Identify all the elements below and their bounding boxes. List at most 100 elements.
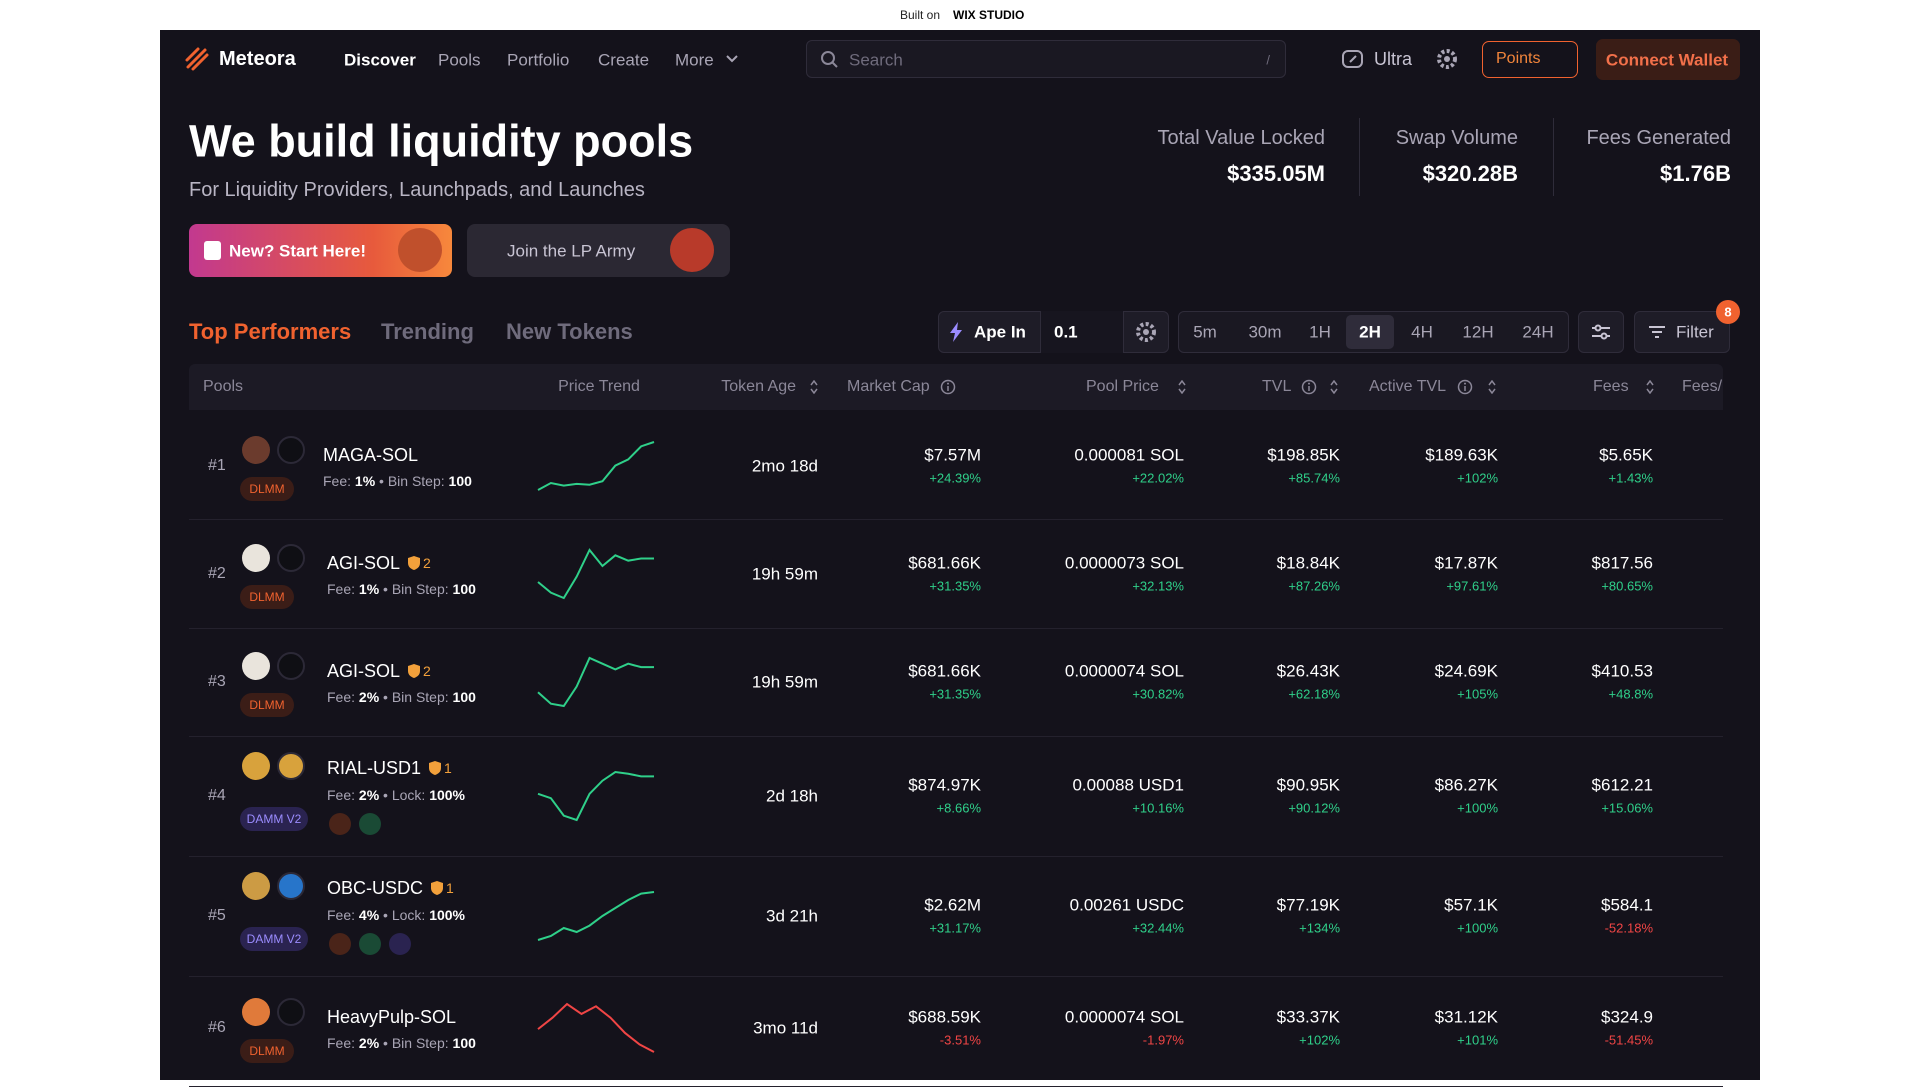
tvl: $198.85K: [1267, 445, 1340, 465]
columns-button[interactable]: [1578, 311, 1624, 353]
token-icon: [242, 752, 270, 780]
fee-part: Lock:: [391, 907, 426, 923]
pool-type-tag: [240, 807, 308, 831]
fee-line: Fee: 4% • Lock: 100%: [327, 907, 465, 923]
fee-part: 100: [452, 580, 476, 597]
nav-link[interactable]: Discover: [344, 50, 416, 70]
pool-name[interactable]: AGI-SOL: [327, 552, 401, 573]
column-header[interactable]: Pool Price: [1086, 378, 1159, 395]
tvl-change: +90.12%: [1288, 800, 1340, 816]
column-header[interactable]: Fees/: [1682, 378, 1723, 395]
fee-line: Fee: 1% • Bin Step: 100: [327, 580, 476, 597]
column-header[interactable]: Active TVL: [1369, 378, 1447, 395]
timeframe[interactable]: 1H: [1309, 322, 1331, 342]
market-cap-change: +31.35%: [929, 686, 981, 702]
pool-name[interactable]: MAGA-SOL: [323, 445, 419, 465]
tvl-change: +87.26%: [1288, 578, 1340, 593]
rank: #6: [208, 1019, 226, 1036]
search-placeholder: Search: [849, 50, 903, 70]
timeframe[interactable]: 5m: [1193, 322, 1217, 342]
tvl: $77.19K: [1276, 895, 1340, 915]
brand[interactable]: Meteora: [219, 48, 296, 70]
pool-name[interactable]: RIAL-USD1: [327, 758, 422, 778]
price: 0.00261 USDC: [1069, 895, 1184, 915]
fee-part: Fee:: [327, 907, 356, 923]
nav-link[interactable]: Pools: [438, 50, 481, 70]
column-header[interactable]: Market Cap: [847, 378, 930, 395]
ultra[interactable]: Ultra: [1374, 49, 1413, 69]
pool-type-tag: [240, 693, 294, 717]
stat-value: $320.28B: [1422, 161, 1518, 186]
market-cap: $688.59K: [908, 1007, 981, 1027]
filter-button[interactable]: [1634, 311, 1730, 353]
pool-name[interactable]: HeavyPulp-SOL: [327, 1007, 457, 1027]
bolt-icon: [950, 322, 962, 342]
token-icon: [277, 872, 305, 900]
filter-icon: [1649, 326, 1665, 338]
pool-name[interactable]: AGI-SOL: [327, 661, 401, 681]
search-box[interactable]: [806, 40, 1286, 78]
search-icon: [821, 51, 838, 68]
column-header: Price Trend: [558, 378, 640, 395]
trend-line: [537, 1002, 655, 1053]
timeframe[interactable]: 24H: [1522, 322, 1554, 342]
fee-line: Fee: 1% • Bin Step: 100: [323, 473, 472, 489]
token-icon: [242, 998, 270, 1026]
price-trend: [537, 891, 655, 941]
start-mascot: [398, 228, 442, 272]
active-tvl-change: +100%: [1457, 920, 1498, 936]
column-header[interactable]: TVL: [1262, 378, 1292, 395]
timeframe[interactable]: 4H: [1411, 322, 1433, 342]
nav-link[interactable]: Portfolio: [507, 50, 570, 70]
pool-name[interactable]: OBC-USDC: [327, 878, 424, 898]
tvl: $90.95K: [1276, 775, 1340, 795]
market-cap-change: +8.66%: [936, 800, 981, 816]
nav-link[interactable]: More: [675, 50, 714, 70]
fee-part: Lock:: [391, 787, 426, 803]
pool-type-tag: [240, 927, 308, 951]
fees-change: +15.06%: [1601, 800, 1653, 816]
stat-divider: [1359, 118, 1360, 196]
fee-part: 100%: [429, 907, 465, 923]
lp-army-mascot: [670, 228, 714, 272]
column-header[interactable]: Fees: [1593, 378, 1629, 395]
timeframe[interactable]: 12H: [1462, 322, 1494, 342]
timeframe[interactable]: 2H: [1359, 322, 1381, 342]
pool-type: DLMM: [249, 482, 285, 496]
ape-in[interactable]: Ape In: [974, 322, 1026, 342]
tab[interactable]: New Tokens: [506, 319, 633, 344]
token-icon: [242, 872, 270, 900]
tvl: $26.43K: [1276, 661, 1340, 681]
token-icon: [277, 752, 305, 780]
rank: #1: [208, 457, 226, 474]
active-tvl: $31.12K: [1434, 1007, 1498, 1027]
points-button[interactable]: [1482, 41, 1578, 78]
tvl-change: +102%: [1299, 1032, 1340, 1048]
tvl: $18.84K: [1276, 553, 1340, 572]
table-header: [189, 364, 1723, 410]
column-header: Pools: [203, 378, 244, 395]
fee-part: 4%: [358, 907, 380, 923]
trend-line: [537, 656, 654, 708]
market-cap-change: +31.35%: [929, 578, 981, 593]
tab[interactable]: Trending: [381, 319, 474, 344]
tab[interactable]: Top Performers: [189, 319, 352, 344]
tvl-change: +85.74%: [1288, 470, 1340, 486]
timeframe[interactable]: 30m: [1248, 322, 1282, 342]
ape-amount[interactable]: 0.1: [1054, 322, 1078, 342]
sort-icon: [1330, 380, 1338, 394]
connect-button[interactable]: [1596, 39, 1740, 80]
warning-count: 1: [446, 880, 454, 896]
fee-part: Fee:: [327, 1035, 356, 1051]
token-age: 3mo 11d: [753, 1018, 818, 1038]
pool-feature-icon: [359, 933, 381, 955]
column-header[interactable]: Token Age: [721, 378, 796, 395]
token-age: 19h 59m: [751, 672, 818, 692]
warning-shield: [408, 555, 421, 570]
price-trend: [537, 770, 654, 822]
market-cap: $2.62M: [924, 895, 981, 915]
trend-line: [537, 891, 655, 941]
nav-link[interactable]: Create: [598, 50, 650, 70]
banner-brand: WIX STUDIO: [953, 8, 1025, 22]
market-cap-change: -3.51%: [939, 1032, 981, 1048]
